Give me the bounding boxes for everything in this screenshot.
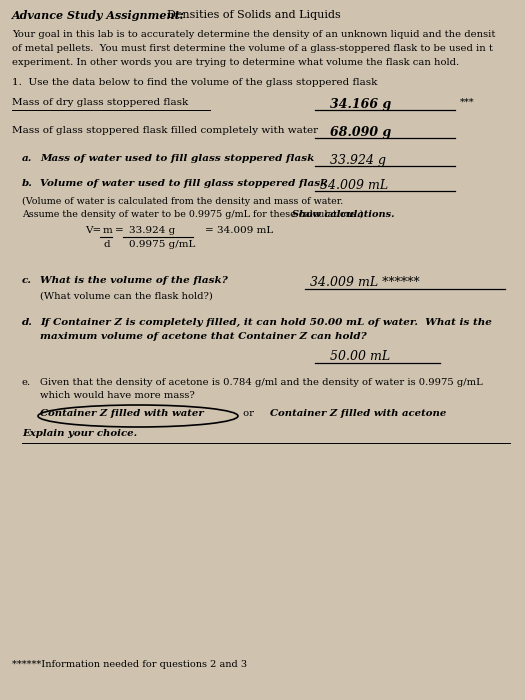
Text: Mass of dry glass stoppered flask: Mass of dry glass stoppered flask — [12, 98, 188, 107]
Text: Mass of water used to fill glass stoppered flask: Mass of water used to fill glass stopper… — [40, 154, 314, 163]
Text: a.: a. — [22, 154, 33, 163]
Text: maximum volume of acetone that Container Z can hold?: maximum volume of acetone that Container… — [40, 332, 367, 341]
Text: 1.  Use the data below to find the volume of the glass stoppered flask: 1. Use the data below to find the volume… — [12, 78, 377, 87]
Text: Assume the density of water to be 0.9975 g/mL for these calculations.): Assume the density of water to be 0.9975… — [22, 210, 370, 219]
Text: d.: d. — [22, 318, 33, 327]
Text: which would have more mass?: which would have more mass? — [40, 391, 195, 400]
Text: If Container Z is completely filled, it can hold 50.00 mL of water.  What is the: If Container Z is completely filled, it … — [40, 318, 492, 327]
Text: (Volume of water is calculated from the density and mass of water.: (Volume of water is calculated from the … — [22, 197, 343, 206]
Text: Show calculations.: Show calculations. — [292, 210, 394, 219]
Text: 50.00 mL: 50.00 mL — [330, 350, 390, 363]
Text: 0.9975 g/mL: 0.9975 g/mL — [129, 240, 195, 249]
Text: 34.166 g: 34.166 g — [330, 98, 391, 111]
Text: e.: e. — [22, 378, 31, 387]
Text: ******Information needed for questions 2 and 3: ******Information needed for questions 2… — [12, 660, 247, 669]
Text: Your goal in this lab is to accurately determine the density of an unknown liqui: Your goal in this lab is to accurately d… — [12, 30, 496, 39]
Text: =: = — [115, 226, 124, 235]
Text: Container Z filled with water: Container Z filled with water — [40, 409, 204, 418]
Text: b.: b. — [22, 179, 33, 188]
Text: Given that the density of acetone is 0.784 g/ml and the density of water is 0.99: Given that the density of acetone is 0.7… — [40, 378, 483, 387]
Text: m: m — [103, 226, 113, 235]
Text: Container Z filled with acetone: Container Z filled with acetone — [270, 409, 446, 418]
Text: 68.090 g: 68.090 g — [330, 126, 391, 139]
Text: of metal pellets.  You must first determine the volume of a glass-stoppered flas: of metal pellets. You must first determi… — [12, 44, 493, 53]
Text: = 34.009 mL: = 34.009 mL — [205, 226, 273, 235]
Text: Densities of Solids and Liquids: Densities of Solids and Liquids — [160, 10, 341, 20]
Text: Volume of water used to fill glass stoppered flask: Volume of water used to fill glass stopp… — [40, 179, 328, 188]
Text: (What volume can the flask hold?): (What volume can the flask hold?) — [40, 292, 213, 301]
Text: ***: *** — [460, 98, 475, 107]
Text: 33.924 g: 33.924 g — [129, 226, 175, 235]
Text: c.: c. — [22, 276, 32, 285]
Text: V=: V= — [85, 226, 101, 235]
Text: Explain your choice.: Explain your choice. — [22, 429, 137, 438]
Text: or: or — [240, 409, 260, 418]
Text: 34.009 mL ******: 34.009 mL ****** — [310, 276, 419, 289]
Text: Advance Study Assignment:: Advance Study Assignment: — [12, 10, 185, 21]
Text: Mass of glass stoppered flask filled completely with water: Mass of glass stoppered flask filled com… — [12, 126, 318, 135]
Text: 34.009 mL: 34.009 mL — [320, 179, 388, 192]
Text: experiment. In other words you are trying to determine what volume the flask can: experiment. In other words you are tryin… — [12, 58, 459, 67]
Text: d: d — [103, 240, 110, 249]
Text: 33.924 g: 33.924 g — [330, 154, 386, 167]
Text: What is the volume of the flask?: What is the volume of the flask? — [40, 276, 228, 285]
